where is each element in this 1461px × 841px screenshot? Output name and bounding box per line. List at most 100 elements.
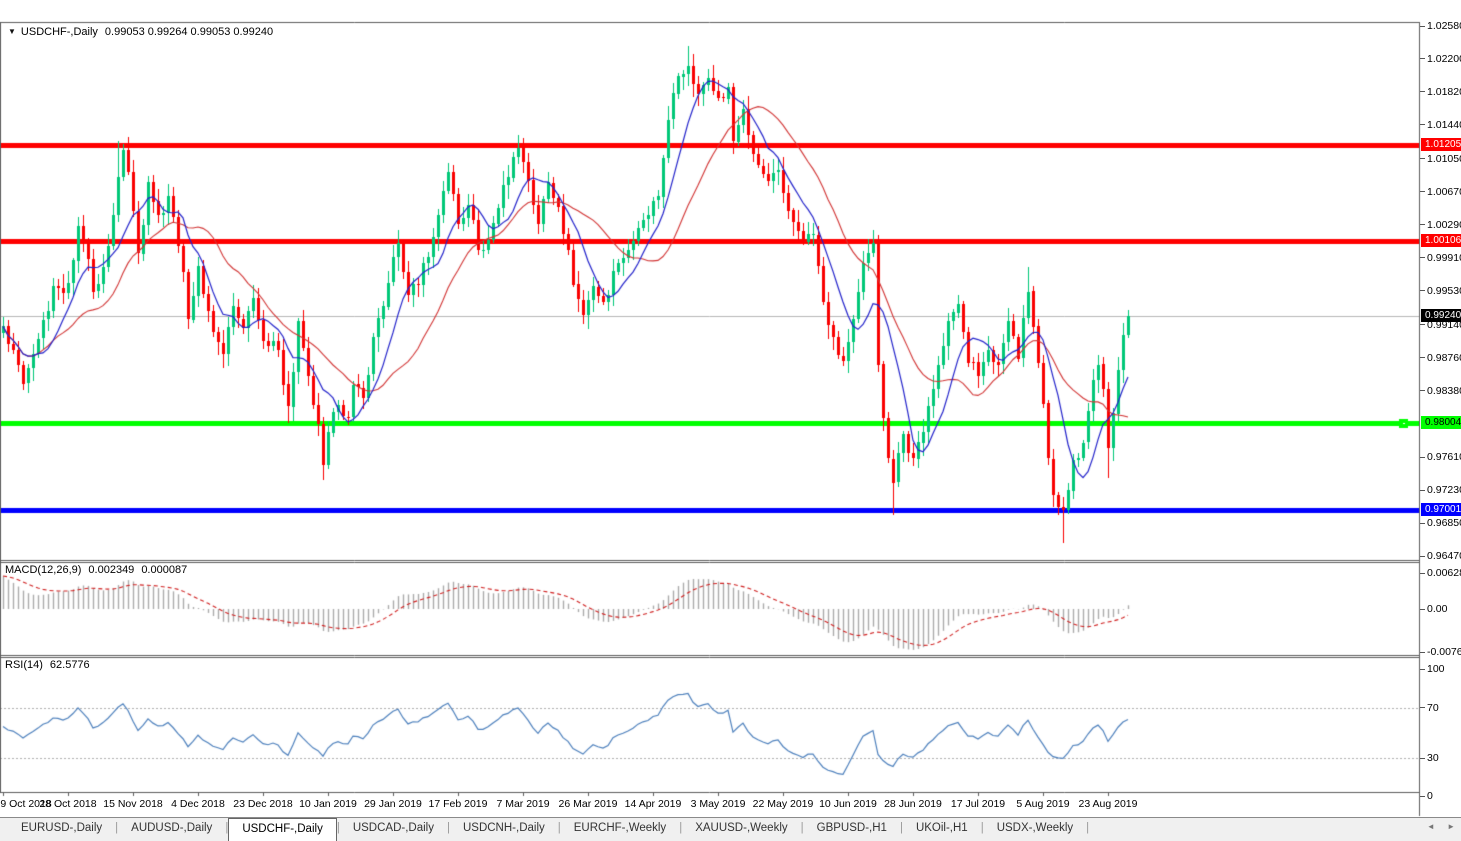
axis-tick-dash: [1420, 669, 1425, 670]
rsi-indicator-label: RSI(14) 62.5776: [5, 659, 90, 671]
date-axis-label: 28 Jun 2019: [884, 798, 942, 810]
axis-tick-dash: [1420, 357, 1425, 358]
date-axis-label: 7 Mar 2019: [496, 798, 550, 810]
hline-price-label: 1.01205: [1421, 138, 1461, 152]
tab-separator: |: [557, 822, 561, 834]
price-axis-tick: 1.00670: [1427, 185, 1461, 198]
rsi-axis-tick: 70: [1427, 701, 1439, 714]
axis-tick-dash: [1420, 124, 1425, 125]
chart-ohlc-values: 0.99053 0.99264 0.99053 0.99240: [104, 26, 274, 38]
date-axis-label: 29 Jan 2019: [364, 798, 422, 810]
date-axis-label: 17 Feb 2019: [428, 798, 488, 810]
chart-title: ▼ USDCHF-,Daily 0.99053 0.99264 0.99053 0.…: [8, 26, 273, 38]
date-axis-label: 5 Aug 2019: [1016, 798, 1070, 810]
tab-item-usdcad[interactable]: USDCAD-,Daily: [352, 822, 434, 834]
axis-tick-dash: [1420, 457, 1425, 458]
macd-axis-tick: 0.00: [1427, 603, 1448, 615]
macd-axis-tick: -0.00762: [1427, 646, 1461, 659]
tab-item-audusd[interactable]: AUDUSD-,Daily: [131, 822, 213, 834]
axis-tick-dash: [1420, 573, 1425, 574]
axis-tick-dash: [1420, 707, 1425, 708]
axis-tick-dash: [1420, 290, 1425, 291]
axis-tick-dash: [1420, 191, 1425, 192]
tab-separator: |: [115, 822, 119, 834]
tab-scrollers: ◄ ►: [1417, 822, 1455, 831]
date-axis-label: 28 Oct 2018: [39, 798, 97, 810]
tab-separator: |: [899, 822, 903, 834]
axis-tick-dash: [1420, 556, 1425, 557]
tab-item-ukoil[interactable]: UKOil-,H1: [915, 822, 968, 834]
axis-tick-dash: [1420, 758, 1425, 759]
date-axis-label: 10 Jun 2019: [819, 798, 877, 810]
hline-price-label: 1.00106: [1421, 233, 1461, 247]
hline-price-label: 0.98004: [1421, 416, 1461, 430]
macd-axis-tick: 0.006286: [1427, 567, 1461, 580]
symbol-dropdown-icon[interactable]: ▼: [8, 27, 16, 36]
tab-item-eurchf[interactable]: EURCHF-,Weekly: [573, 822, 667, 834]
date-axis-label: 23 Aug 2019: [1078, 798, 1138, 810]
tab-item-gbpusd[interactable]: GBPUSD-,H1: [816, 822, 887, 834]
axis-tick-dash: [1420, 796, 1425, 797]
rsi-axis-tick: 0: [1427, 790, 1433, 803]
axis-tick-dash: [1420, 609, 1425, 610]
tab-scroll-left-icon[interactable]: ◄: [1426, 822, 1435, 831]
price-axis-tick: 1.01050: [1427, 152, 1461, 165]
tab-separator: |: [1086, 822, 1090, 834]
macd-main-value: 0.002349: [88, 564, 135, 576]
date-axis-label: 10 Jan 2019: [299, 798, 357, 810]
price-axis-tick: 1.02200: [1427, 52, 1461, 65]
price-axis-tick: 1.02580: [1427, 20, 1461, 32]
axis-tick-dash: [1420, 490, 1425, 491]
hline-price-label: 0.97001: [1421, 503, 1461, 517]
rsi-axis-tick: 30: [1427, 752, 1439, 765]
rsi-name: RSI(14): [5, 659, 43, 671]
axis-tick-dash: [1420, 26, 1425, 27]
date-axis-label: 3 May 2019: [690, 798, 746, 810]
tab-item-xauusd[interactable]: XAUUSD-,Weekly: [695, 822, 788, 834]
axis-tick-dash: [1420, 224, 1425, 225]
tab-item-eurusd[interactable]: EURUSD-,Daily: [21, 822, 103, 834]
axis-tick-dash: [1420, 158, 1425, 159]
tab-separator: |: [336, 822, 340, 834]
tab-separator: |: [800, 822, 804, 834]
tab-separator: |: [679, 822, 683, 834]
axis-tick-dash: [1420, 390, 1425, 391]
tab-separator: |: [225, 822, 229, 834]
date-axis-label: 4 Dec 2018: [171, 798, 225, 810]
tab-item-usdcnh[interactable]: USDCNH-,Daily: [462, 822, 545, 834]
rsi-value: 62.5776: [49, 659, 90, 671]
macd-indicator-label: MACD(12,26,9) 0.002349 0.000087: [5, 564, 187, 576]
axis-tick-dash: [1420, 523, 1425, 524]
axis-tick-dash: [1420, 652, 1425, 653]
axis-tick-dash: [1420, 324, 1425, 325]
date-axis-label: 14 Apr 2019: [624, 798, 682, 810]
current-price-label: 0.99240: [1421, 308, 1461, 322]
axis-tick-dash: [1420, 58, 1425, 59]
date-axis-label: 26 Mar 2019: [558, 798, 618, 810]
tab-item-usdchf[interactable]: USDCHF-,Daily: [228, 818, 337, 841]
tab-item-usdx[interactable]: USDX-,Weekly: [996, 822, 1074, 834]
macd-signal-value: 0.000087: [141, 564, 188, 576]
price-axis-tick: 1.01820: [1427, 85, 1461, 98]
tab-separator: |: [446, 822, 450, 834]
tab-scroll-right-icon[interactable]: ►: [1447, 822, 1455, 831]
axis-tick-dash: [1420, 91, 1425, 92]
axis-tick-dash: [1420, 257, 1425, 258]
symbol-tab-bar: EURUSD-,Daily | AUDUSD-,Daily | USDCHF-,Dail…: [0, 817, 1461, 841]
date-axis-label: 17 Jul 2019: [950, 798, 1006, 810]
tab-separator: |: [980, 822, 984, 834]
date-axis-label: 15 Nov 2018: [103, 798, 163, 810]
price-axis-tick: 1.01440: [1427, 118, 1461, 131]
macd-name: MACD(12,26,9): [5, 564, 82, 576]
chart-symbol-label: USDCHF-,Daily: [20, 26, 98, 38]
